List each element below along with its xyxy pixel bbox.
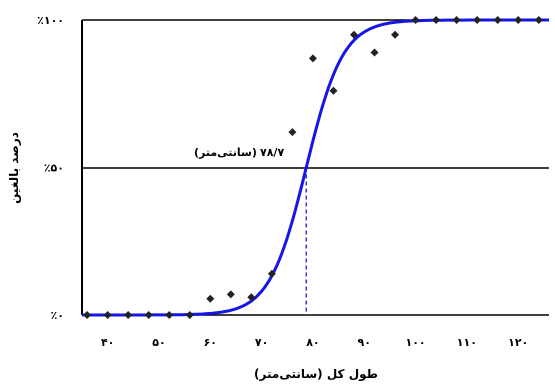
reference-label-value: ۷۸/۷ xyxy=(260,146,284,159)
y-tick-labels: ٪۰ ٪۵۰ ٪۱۰۰ xyxy=(37,14,64,322)
x-tick-label: ۱۱۰ xyxy=(457,336,477,349)
data-point xyxy=(432,16,441,24)
data-point xyxy=(144,311,153,319)
x-tick-label: ۷۰ xyxy=(255,336,268,349)
data-point xyxy=(83,311,92,319)
data-point xyxy=(103,311,112,319)
data-point xyxy=(226,290,235,299)
data-point xyxy=(452,16,461,24)
x-tick-label: ۱۲۰ xyxy=(508,336,528,349)
x-tick-label: ۸۰ xyxy=(306,336,319,349)
data-point xyxy=(391,30,400,39)
data-point xyxy=(411,16,420,24)
data-point xyxy=(308,54,317,63)
y-axis-title: درصد بالغین xyxy=(7,132,21,204)
data-point xyxy=(514,16,523,24)
data-point xyxy=(473,16,482,24)
data-point xyxy=(206,294,215,303)
data-point xyxy=(534,16,543,24)
data-points xyxy=(83,16,543,319)
x-axis-title: طول کل (سانتی‌متر) xyxy=(254,367,378,382)
data-point xyxy=(493,16,502,24)
x-tick-labels: ۴۰ ۵۰ ۶۰ ۷۰ ۸۰ ۹۰ ۱۰۰ ۱۱۰ ۱۲۰ xyxy=(101,336,528,349)
data-point xyxy=(165,311,174,319)
data-point xyxy=(349,30,358,39)
plot-frame xyxy=(81,19,549,316)
data-point xyxy=(247,293,256,302)
reference-label-unit: (سانتی‌متر) xyxy=(194,146,257,159)
y-tick-label: ٪۱۰۰ xyxy=(37,14,64,27)
data-point xyxy=(267,269,276,278)
y-tick-label: ٪۰ xyxy=(51,309,64,322)
data-point xyxy=(124,311,133,319)
x-tick-label: ۴۰ xyxy=(101,336,114,349)
logistic-curve xyxy=(82,18,549,317)
data-point xyxy=(329,86,338,95)
data-point xyxy=(185,311,194,319)
x-tick-label: ۵۰ xyxy=(152,336,165,349)
data-point xyxy=(370,48,379,57)
data-point xyxy=(288,128,297,137)
x-tick-label: ۱۰۰ xyxy=(405,336,425,349)
y-tick-label: ٪۵۰ xyxy=(44,162,64,175)
x-tick-label: ۶۰ xyxy=(204,336,217,349)
x-tick-label: ۹۰ xyxy=(358,336,371,349)
